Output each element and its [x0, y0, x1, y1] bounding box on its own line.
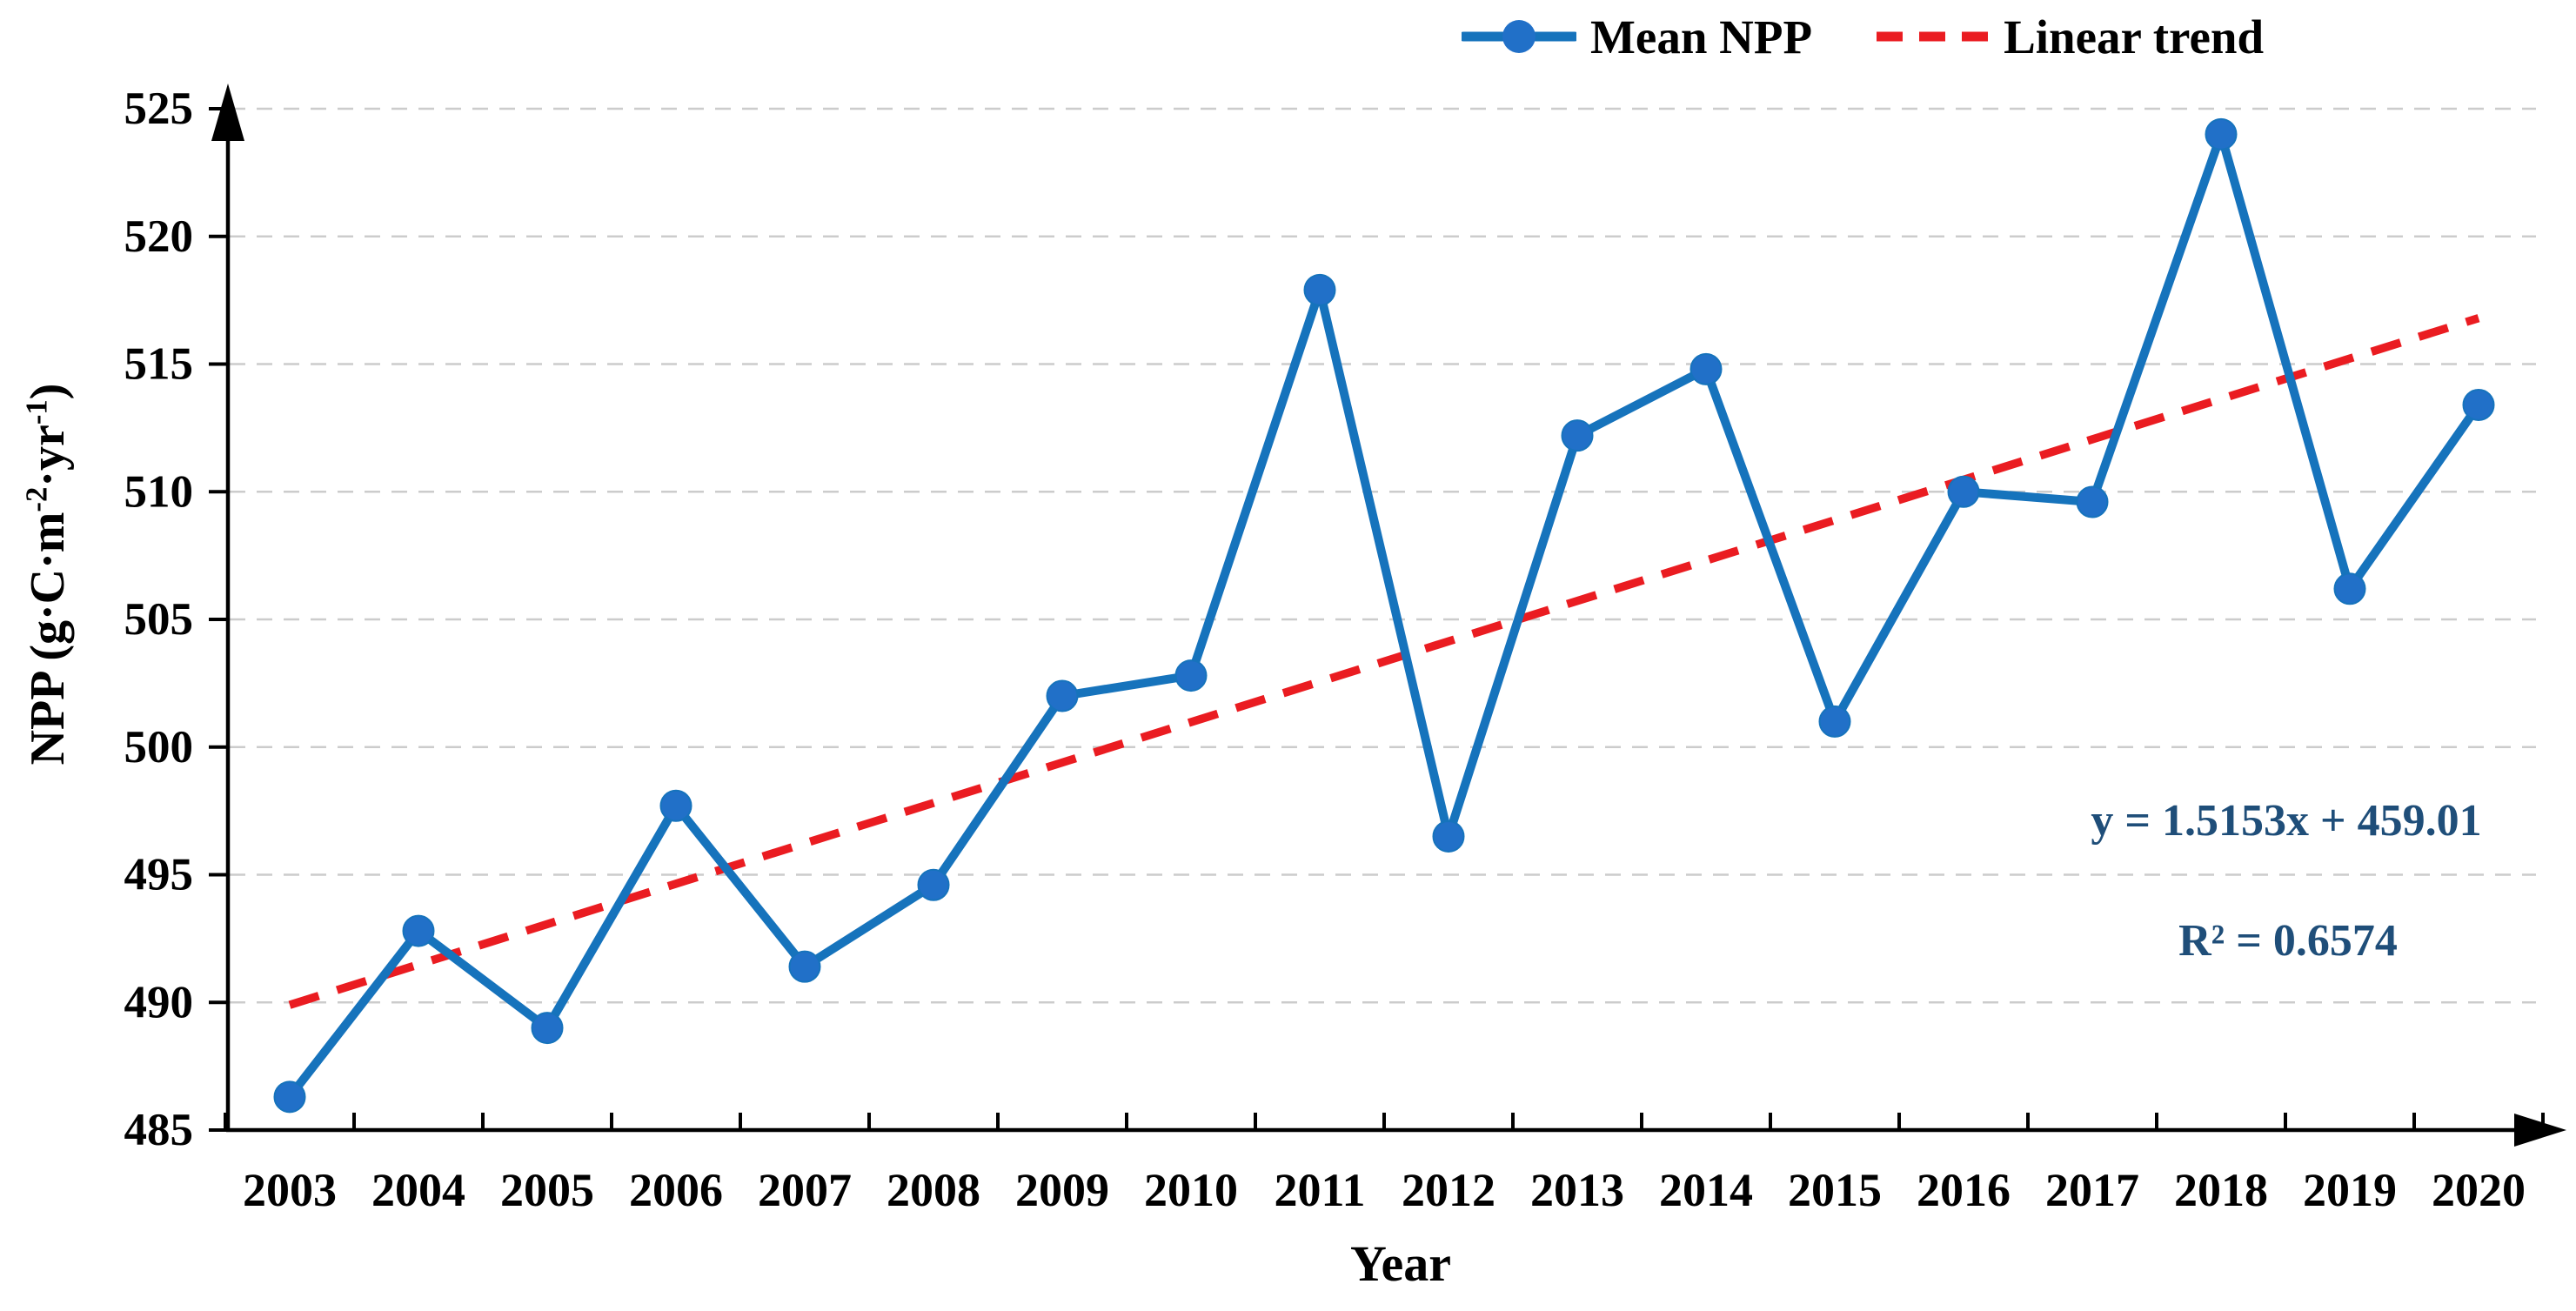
x-tick-label: 2013 — [1530, 1164, 1624, 1216]
mean-npp-marker-2003 — [273, 1080, 306, 1114]
mean-npp-marker-2012 — [1432, 819, 1465, 853]
legend-item-linear-trend: Linear trend — [1875, 5, 2264, 68]
legend: Mean NPP Linear trend — [1462, 5, 2264, 68]
y-tick-label: 520 — [124, 211, 194, 262]
x-axis-arrow-icon — [2514, 1114, 2566, 1147]
x-tick-label: 2017 — [2045, 1164, 2139, 1216]
mean-npp-marker-2007 — [788, 950, 821, 983]
x-tick-label: 2012 — [1402, 1164, 1495, 1216]
mean-npp-marker-2005 — [531, 1012, 564, 1045]
r-squared-text: R² = 0.6574 — [2178, 916, 2398, 966]
y-axis-title: NPP (g·C·m-2·yr-1) — [19, 383, 75, 766]
x-tick-label: 2011 — [1274, 1164, 1365, 1216]
x-tick-label: 2014 — [1659, 1164, 1753, 1216]
mean-npp-series-line — [285, 130, 2483, 1101]
x-tick-label: 2006 — [629, 1164, 723, 1216]
x-tick-label: 2020 — [2432, 1164, 2526, 1216]
y-tick-label: 485 — [124, 1105, 194, 1155]
mean-npp-marker-2013 — [1561, 419, 1594, 452]
mean-npp-marker-2018 — [2205, 117, 2238, 150]
legend-label-linear-trend: Linear trend — [2004, 10, 2265, 64]
y-tick-label: 495 — [124, 850, 194, 900]
legend-label-mean-npp: Mean NPP — [1590, 10, 1813, 64]
mean-npp-marker-2014 — [1689, 352, 1723, 385]
mean-npp-marker-2009 — [1046, 679, 1079, 712]
x-axis-title: Year — [1350, 1235, 1451, 1292]
y-tick-label: 515 — [124, 339, 194, 390]
mean-npp-marker-2006 — [659, 789, 693, 822]
x-tick-label: 2008 — [887, 1164, 980, 1216]
x-tick-label: 2015 — [1788, 1164, 1882, 1216]
x-tick-label: 2016 — [1917, 1164, 2011, 1216]
x-tick-label: 2003 — [243, 1164, 337, 1216]
y-tick-label: 525 — [124, 84, 194, 134]
y-tick-label: 500 — [124, 722, 194, 773]
linear-trend-dash-icon — [1877, 31, 1989, 42]
mean-npp-marker-2019 — [2333, 572, 2366, 605]
x-tick-label: 2009 — [1015, 1164, 1109, 1216]
mean-npp-marker-2020 — [2462, 388, 2495, 421]
mean-npp-marker-2017 — [2076, 485, 2109, 518]
mean-npp-marker-2016 — [1947, 475, 1980, 508]
y-tick-label: 490 — [124, 977, 194, 1027]
x-tick-label: 2007 — [758, 1164, 852, 1216]
mean-npp-line-marker-icon — [1462, 20, 1576, 53]
x-tick-label: 2010 — [1144, 1164, 1238, 1216]
x-tick-label: 2004 — [371, 1164, 465, 1216]
y-tick-label: 505 — [124, 594, 194, 645]
mean-npp-marker-2004 — [402, 914, 435, 947]
mean-npp-marker-2011 — [1303, 273, 1336, 306]
y-axis-arrow-icon — [211, 84, 244, 141]
mean-npp-marker-2008 — [917, 868, 950, 901]
mean-npp-marker-2015 — [1818, 705, 1851, 738]
mean-npp-marker-2010 — [1174, 659, 1208, 692]
x-tick-label: 2005 — [500, 1164, 594, 1216]
x-tick-label: 2018 — [2174, 1164, 2268, 1216]
trend-equation-text: y = 1.5153x + 459.01 — [2091, 796, 2482, 846]
legend-item-mean-npp: Mean NPP — [1462, 5, 1812, 68]
x-tick-label: 2019 — [2303, 1164, 2397, 1216]
y-tick-label: 510 — [124, 466, 194, 517]
